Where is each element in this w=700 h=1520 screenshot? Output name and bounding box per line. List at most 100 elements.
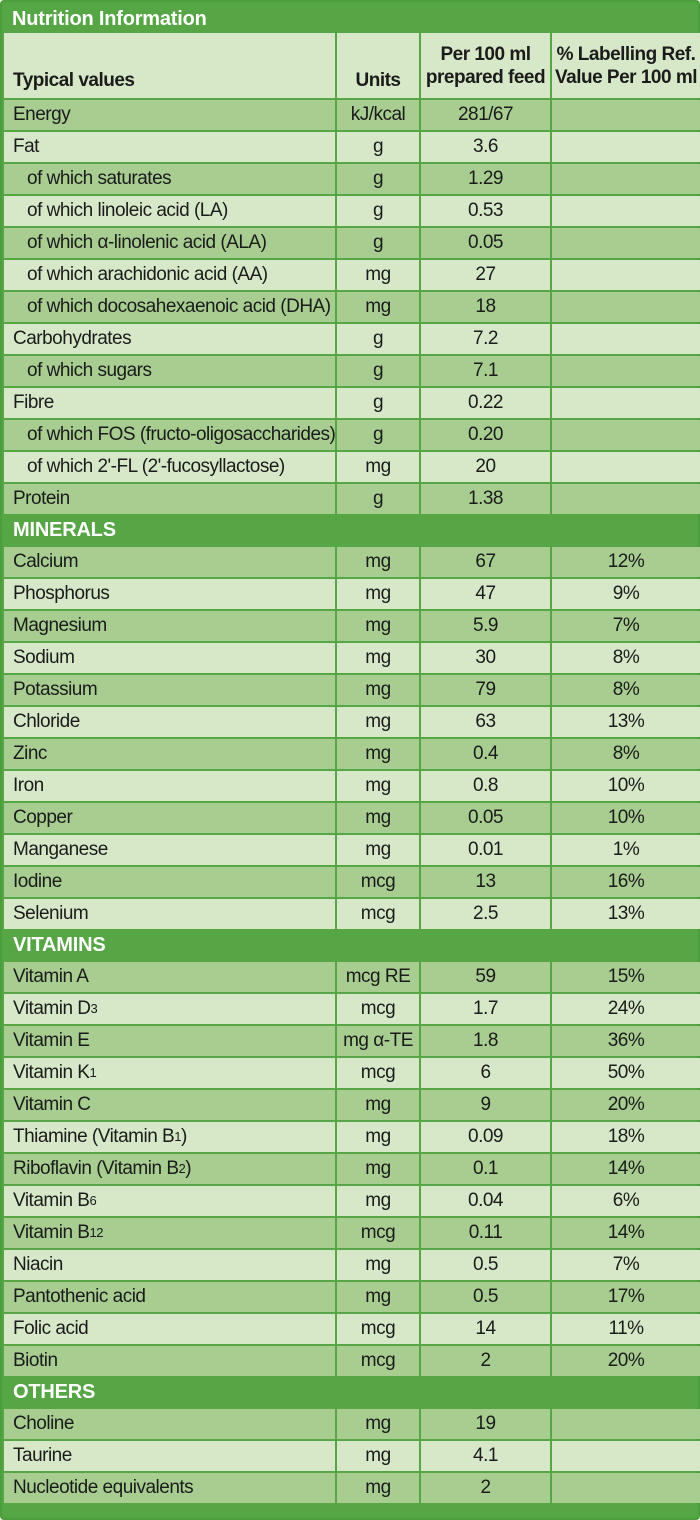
nutrient-unit: mcg [337,994,419,1024]
nutrient-label: Zinc [13,743,47,764]
nutrient-unit: mcg [337,867,419,897]
nutrient-label: Vitamin A [13,966,89,987]
nutrient-ref-percent [552,100,700,130]
nutrient-label-tail: ) [180,1126,187,1147]
nutrient-unit: g [337,196,419,226]
nutrient-label: Fat [13,136,39,157]
nutrient-value: 4.1 [421,1441,550,1471]
table-row: Vitamin A mcg RE 59 15% [4,962,700,992]
nutrient-name: Magnesium [4,611,335,641]
nutrient-label: Folic acid [13,1318,89,1339]
nutrient-name: Iodine [4,867,335,897]
nutrient-label: Selenium [13,903,89,924]
nutrient-ref-percent: 8% [552,675,700,705]
nutrient-label: Choline [13,1413,74,1434]
nutrient-ref-percent: 10% [552,771,700,801]
nutrient-name: Phosphorus [4,579,335,609]
nutrient-unit: mg [337,1186,419,1216]
nutrient-value: 0.22 [421,388,550,418]
nutrient-name: Vitamin C [4,1090,335,1120]
nutrient-name: Zinc [4,739,335,769]
nutrient-ref-percent [552,324,700,354]
nutrient-ref-percent [552,196,700,226]
nutrient-unit: mg [337,643,419,673]
nutrient-value: 9 [421,1090,550,1120]
nutrient-unit: g [337,356,419,386]
nutrient-name: of which 2'-FL (2'-fucosyllactose) [4,452,335,482]
nutrient-unit: g [337,484,419,514]
nutrition-table: Typical values Units Per 100 ml prepared… [4,33,700,1503]
nutrient-value: 3.6 [421,132,550,162]
nutrient-value: 0.01 [421,835,550,865]
nutrient-label: Manganese [13,839,108,860]
nutrient-value: 0.09 [421,1122,550,1152]
nutrient-value: 5.9 [421,611,550,641]
table-row: Magnesium mg 5.9 7% [4,611,700,641]
nutrient-unit: mg [337,1154,419,1184]
nutrient-value: 7.1 [421,356,550,386]
nutrient-name: Sodium [4,643,335,673]
nutrient-ref-percent: 13% [552,899,700,929]
nutrient-value: 1.7 [421,994,550,1024]
nutrient-unit: mg [337,675,419,705]
nutrient-label: Energy [13,104,71,125]
nutrient-ref-percent: 20% [552,1346,700,1376]
table-row: of which docosahexaenoic acid (DHA) mg 18 [4,292,700,322]
nutrient-ref-percent: 6% [552,1186,700,1216]
nutrient-unit: mg [337,1409,419,1439]
nutrient-unit: mg [337,707,419,737]
nutrient-value: 0.4 [421,739,550,769]
nutrient-value: 27 [421,260,550,290]
nutrient-ref-percent: 24% [552,994,700,1024]
nutrient-name: of which sugars [4,356,335,386]
nutrient-unit: mcg [337,1346,419,1376]
nutrient-label: Chloride [13,711,80,732]
nutrient-unit: mg [337,611,419,641]
nutrient-value: 47 [421,579,550,609]
nutrient-ref-percent: 16% [552,867,700,897]
header-per-100ml: Per 100 ml prepared feed [421,33,550,98]
nutrient-label: Vitamin D [13,998,91,1019]
table-row: Fat g 3.6 [4,132,700,162]
nutrient-value: 0.20 [421,420,550,450]
nutrient-unit: mg [337,1090,419,1120]
nutrient-name: of which linoleic acid (LA) [4,196,335,226]
nutrient-ref-percent: 1% [552,835,700,865]
nutrient-ref-percent [552,132,700,162]
table-row: Zinc mg 0.4 8% [4,739,700,769]
nutrient-value: 19 [421,1409,550,1439]
nutrient-unit: mg [337,547,419,577]
nutrient-ref-percent: 14% [552,1154,700,1184]
table-row: Calcium mg 67 12% [4,547,700,577]
nutrient-unit: g [337,324,419,354]
nutrient-name: Riboflavin (Vitamin B 2) [4,1154,335,1184]
nutrient-name: Calcium [4,547,335,577]
table-row: Energy kJ/kcal 281/67 [4,100,700,130]
table-row: Sodium mg 30 8% [4,643,700,673]
nutrient-label: Calcium [13,551,79,572]
nutrient-value: 0.8 [421,771,550,801]
nutrient-value: 14 [421,1314,550,1344]
table-row: Selenium mcg 2.5 13% [4,899,700,929]
nutrient-ref-percent: 50% [552,1058,700,1088]
table-row: Niacin mg 0.5 7% [4,1250,700,1280]
nutrient-name: Carbohydrates [4,324,335,354]
nutrient-label-tail: ) [185,1158,192,1179]
nutrient-value: 67 [421,547,550,577]
table-header-row: Typical values Units Per 100 ml prepared… [4,33,700,98]
nutrient-name: Manganese [4,835,335,865]
nutrient-label: of which arachidonic acid (AA) [27,264,268,285]
nutrient-value: 2 [421,1346,550,1376]
nutrient-value: 79 [421,675,550,705]
nutrient-unit: mg [337,292,419,322]
nutrient-ref-percent [552,292,700,322]
nutrient-unit: mg [337,579,419,609]
table-row: Vitamin C mg 9 20% [4,1090,700,1120]
nutrient-ref-percent: 8% [552,643,700,673]
nutrient-value: 0.11 [421,1218,550,1248]
nutrient-ref-percent [552,356,700,386]
table-row: Iron mg 0.8 10% [4,771,700,801]
nutrient-unit: mcg [337,1218,419,1248]
panel-title: Nutrition Information [12,8,207,30]
